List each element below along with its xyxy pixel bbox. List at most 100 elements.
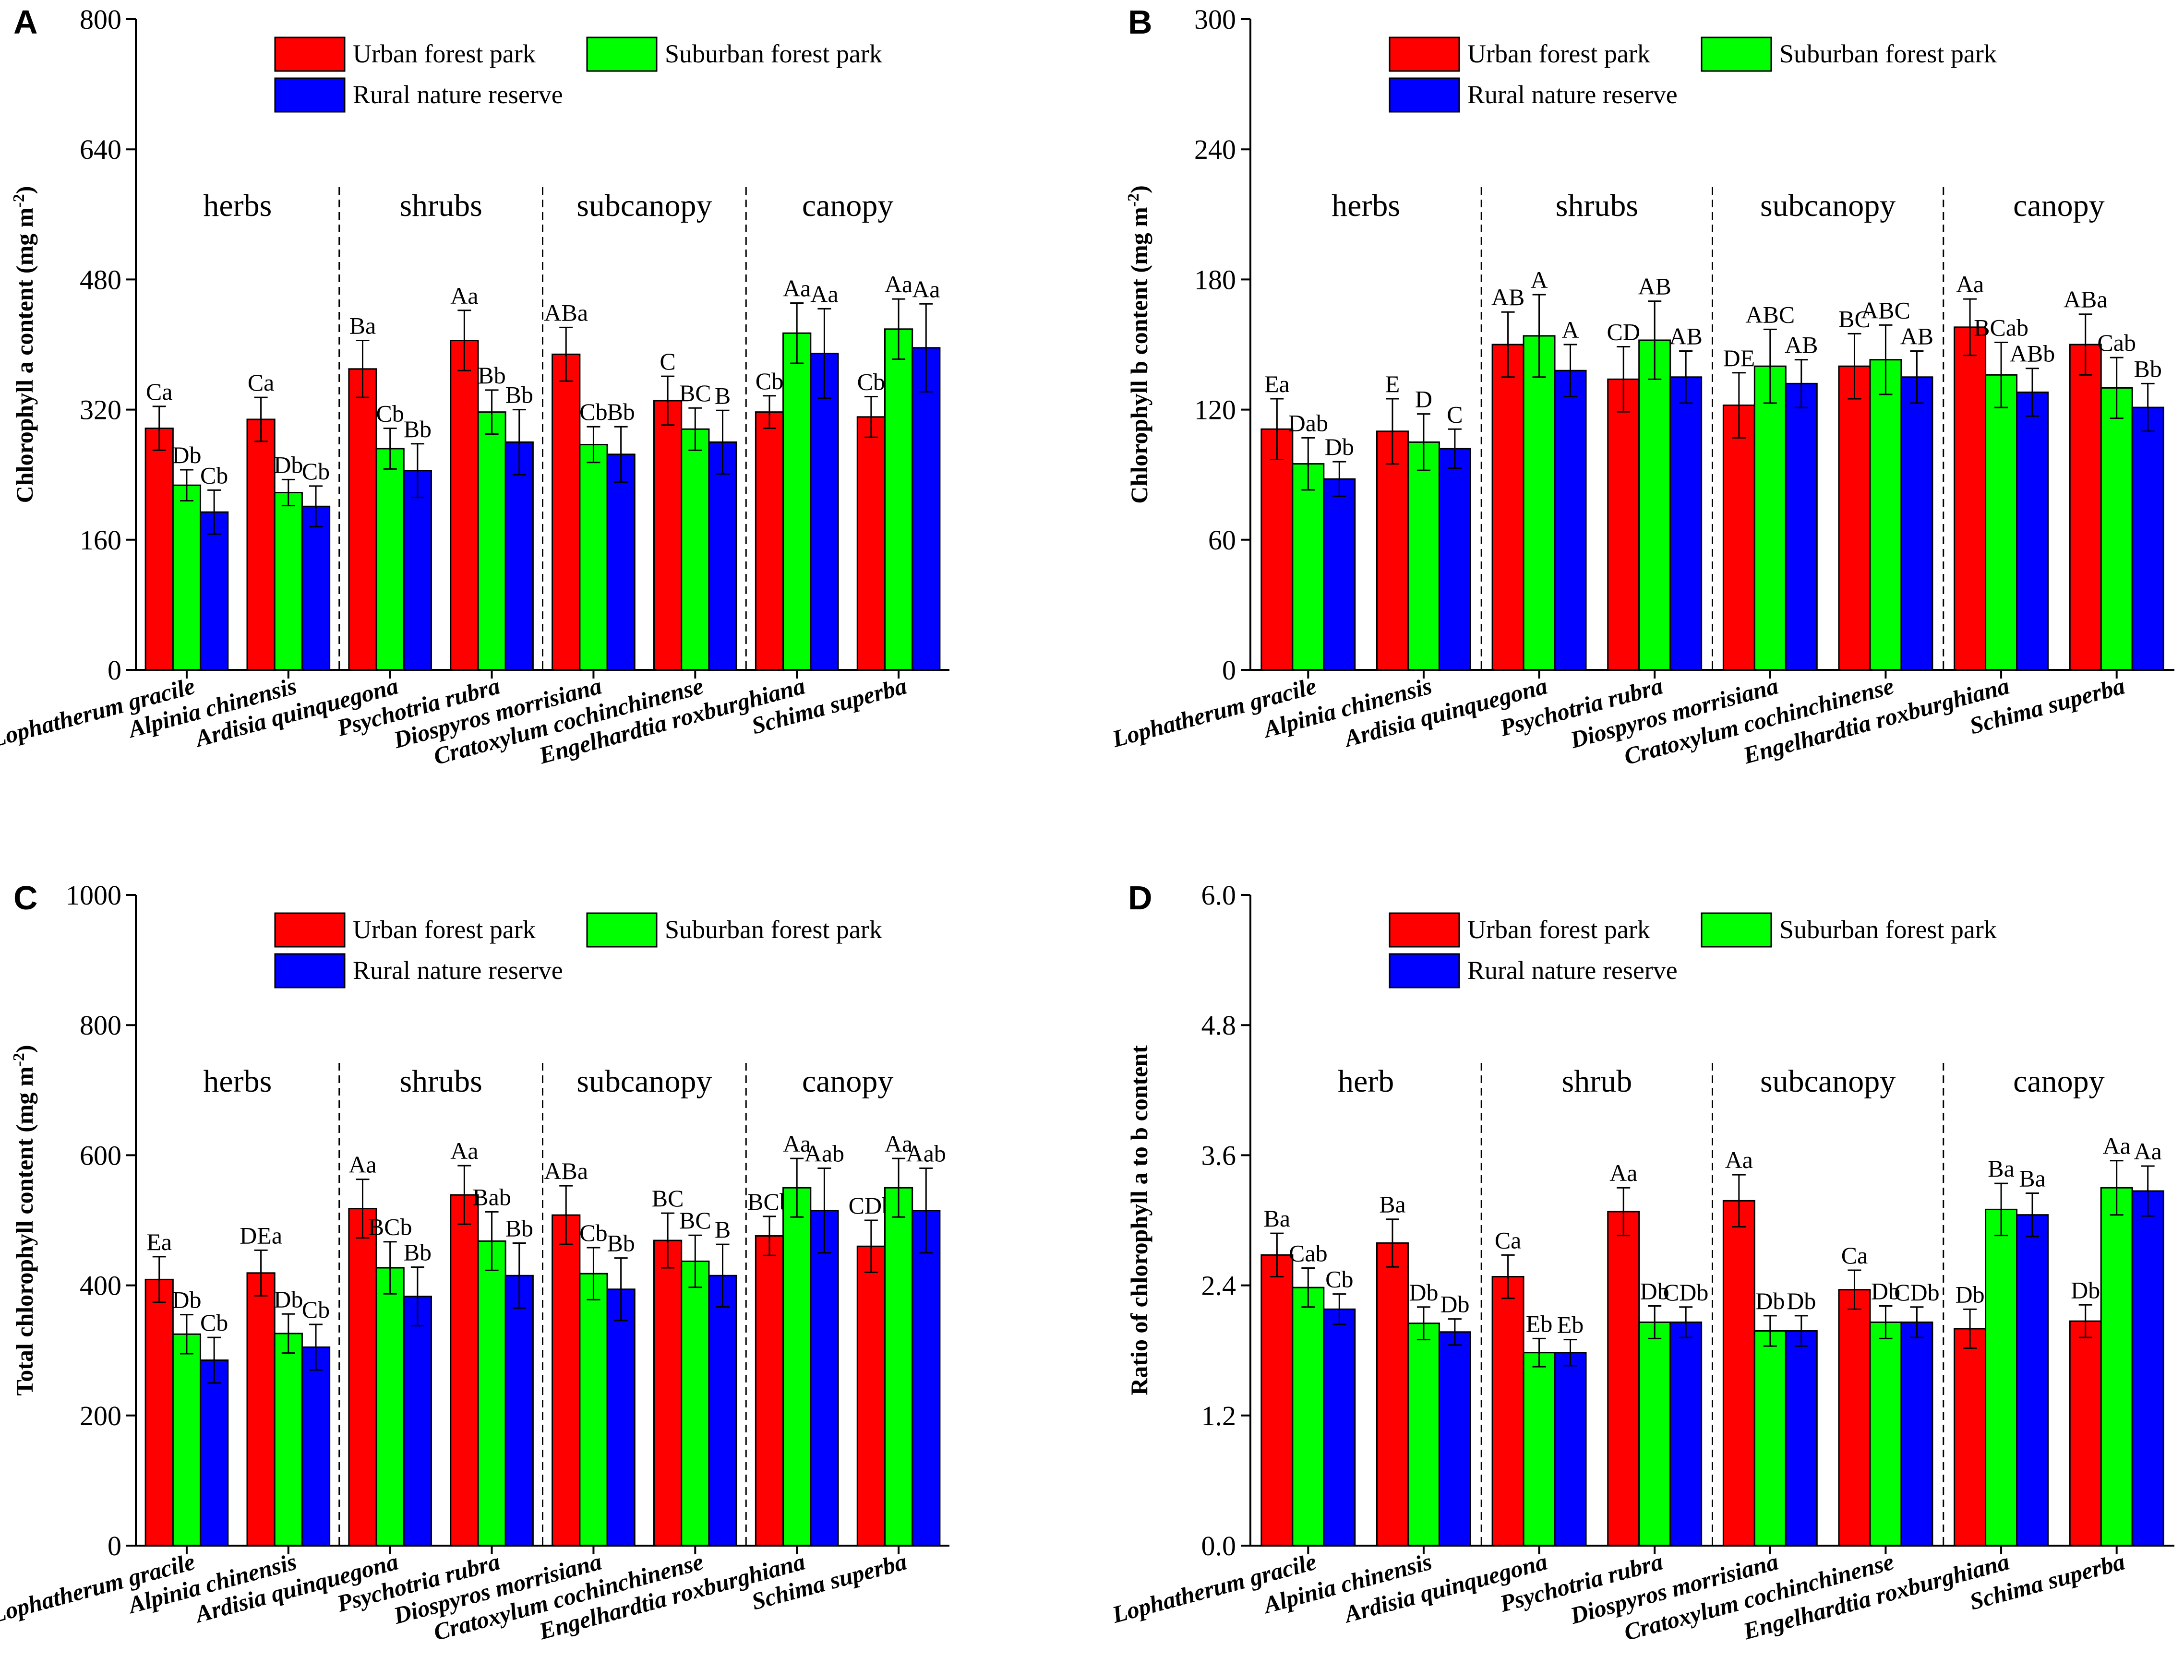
legend-swatch — [274, 912, 346, 948]
y-tick-label: 1000 — [66, 880, 121, 911]
bar — [172, 1333, 202, 1547]
significance-letter: AB — [1900, 323, 1933, 350]
panel-a: A 0 160 320 480 640 800 Chlorophyll a content (… — [0, 3, 949, 770]
y-axis-label-close: ) — [1126, 185, 1152, 193]
significance-letter: Bb — [2134, 355, 2161, 382]
bar — [450, 340, 479, 671]
significance-letter: Bb — [404, 1239, 432, 1266]
bar — [1554, 1352, 1587, 1547]
significance-letter: Aa — [1725, 1146, 1753, 1173]
significance-letter: Db — [1440, 1291, 1469, 1318]
y-tick-label: 120 — [1194, 394, 1236, 426]
significance-letter: Db — [274, 1286, 303, 1312]
legend-swatch — [274, 77, 346, 113]
group-label: shrubs — [1556, 188, 1638, 223]
bar — [606, 1288, 636, 1547]
bar — [1376, 1242, 1409, 1547]
bar — [708, 441, 737, 671]
significance-letter: Bb — [505, 1215, 533, 1241]
bar — [1407, 441, 1440, 671]
bar — [1954, 326, 1987, 671]
bar — [1722, 405, 1755, 671]
legend-label: Rural nature reserve — [353, 956, 563, 985]
significance-letter: Aa — [885, 1130, 912, 1157]
significance-letter: ABa — [544, 1157, 588, 1184]
bar — [1260, 1254, 1294, 1547]
significance-letter: Aa — [783, 275, 811, 302]
bar — [1523, 335, 1556, 671]
bar — [681, 1260, 710, 1547]
bar — [2100, 1187, 2133, 1547]
bar — [2100, 387, 2133, 671]
bar — [1638, 339, 1671, 671]
bar — [810, 1210, 839, 1547]
significance-letter: A — [1531, 266, 1548, 293]
bar — [1722, 1200, 1755, 1547]
legend-label: Suburban forest park — [1779, 915, 1997, 944]
bar — [884, 1187, 913, 1547]
bar — [246, 418, 276, 671]
bar — [884, 328, 913, 671]
legend: Urban forest park Suburban forest park Rur… — [274, 912, 882, 989]
bar — [579, 443, 608, 671]
significance-letter: A — [1561, 316, 1579, 343]
significance-letter: Bb — [404, 416, 432, 442]
bar — [653, 1239, 683, 1547]
significance-letter: E — [1385, 370, 1400, 397]
y-axis-label-text: Total chlorophyll content (mg m — [11, 1066, 38, 1395]
bar — [504, 1275, 534, 1547]
bar — [1669, 376, 1703, 671]
significance-letter: Aab — [906, 1140, 946, 1167]
bar — [755, 411, 784, 671]
legend-label: Suburban forest park — [665, 915, 882, 944]
significance-letter: Ca — [1495, 1227, 1522, 1253]
bar — [1838, 1289, 1871, 1547]
group-label: herbs — [1332, 188, 1400, 223]
bar — [348, 368, 377, 671]
bar — [552, 1214, 581, 1547]
bar — [1407, 1323, 1440, 1547]
bar — [274, 491, 303, 671]
legend-label: Suburban forest park — [665, 39, 882, 68]
y-tick-label: 60 — [1208, 524, 1236, 556]
y-tick-label: 1.2 — [1201, 1400, 1236, 1431]
bar — [755, 1235, 784, 1547]
significance-letter: Db — [274, 451, 303, 478]
significance-letter: Ea — [146, 1228, 172, 1255]
significance-letter: Cb — [579, 398, 607, 425]
significance-letter: Cb — [200, 1309, 228, 1336]
legend-swatch — [1389, 77, 1460, 113]
significance-letter: Ba — [1988, 1155, 2015, 1182]
bar — [579, 1273, 608, 1547]
y-tick-label: 600 — [80, 1140, 121, 1171]
bar — [1753, 365, 1787, 671]
y-tick-label: 300 — [1194, 4, 1236, 35]
legend-swatch — [586, 912, 658, 948]
group-label: subcanopy — [576, 188, 712, 223]
bar — [348, 1208, 377, 1547]
significance-letter: Db — [172, 1287, 201, 1313]
significance-letter: ABa — [2064, 286, 2108, 313]
significance-letter: AB — [1785, 332, 1818, 358]
significance-letter: DE — [1723, 345, 1755, 371]
group-label: canopy — [2013, 1064, 2105, 1099]
group-label: shrub — [1562, 1064, 1632, 1099]
group-label: canopy — [802, 188, 894, 223]
significance-letter: AB — [1669, 323, 1702, 350]
significance-letter: DEa — [240, 1222, 282, 1249]
y-axis-label: Ratio of chlorophyll a to b content — [1126, 1045, 1152, 1395]
bar — [1376, 430, 1409, 671]
bar — [200, 511, 229, 671]
significance-letter: Cb — [302, 1296, 330, 1323]
significance-letter: Aa — [1609, 1159, 1637, 1186]
legend-swatch — [274, 953, 346, 989]
bar — [2016, 1214, 2049, 1547]
group-label: canopy — [802, 1064, 894, 1099]
legend-label: Urban forest park — [1467, 915, 1650, 944]
bar — [1900, 376, 1933, 671]
significance-letter: BCb — [368, 1214, 412, 1240]
legend-swatch — [274, 36, 346, 72]
y-tick-label: 0.0 — [1201, 1530, 1236, 1561]
significance-letter: Cb — [200, 462, 228, 489]
legend-swatch — [1389, 36, 1460, 72]
